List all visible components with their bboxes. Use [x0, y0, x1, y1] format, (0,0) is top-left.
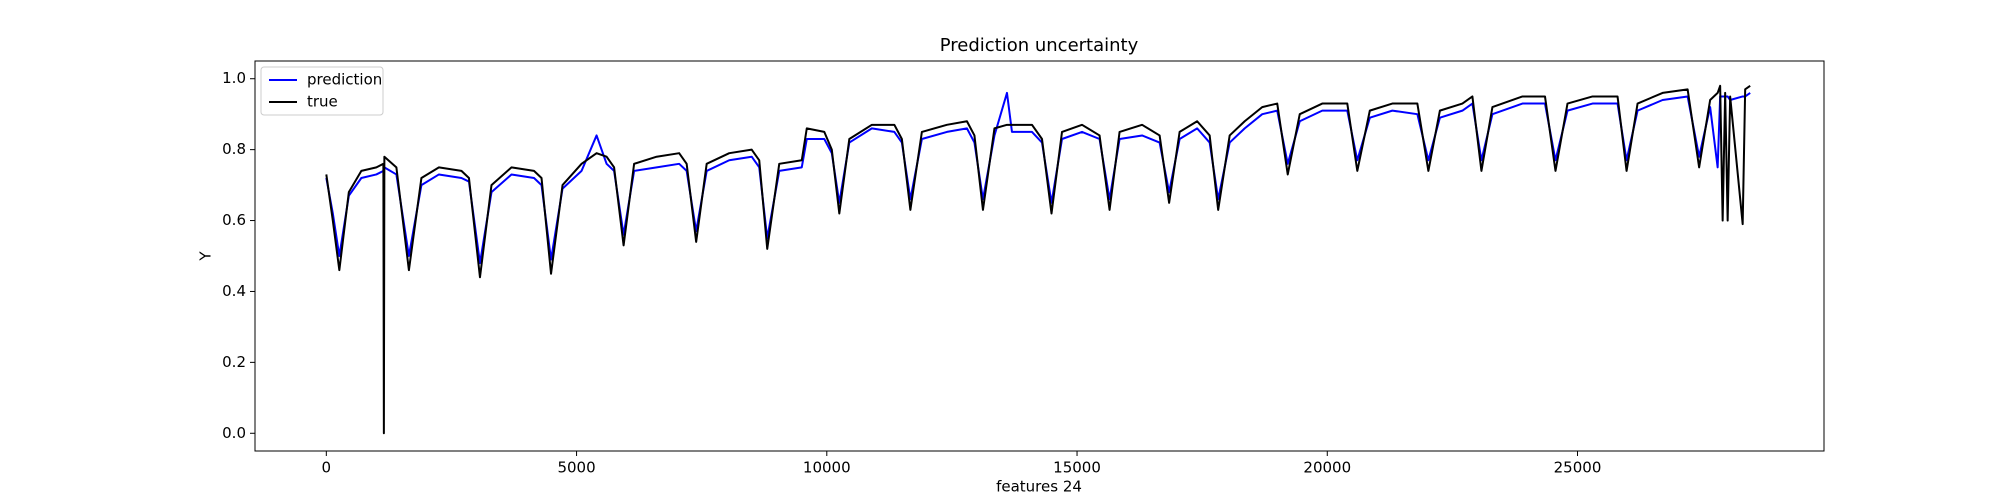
- legend-label: true: [307, 93, 338, 111]
- y-tick-label: 0.4: [222, 282, 246, 300]
- x-tick-label: 10000: [803, 459, 851, 477]
- legend-label: prediction: [307, 71, 382, 89]
- x-tick-label: 15000: [1053, 459, 1101, 477]
- x-axis-label: features 24: [996, 478, 1082, 496]
- plot-frame: [254, 60, 1825, 452]
- y-tick-label: 0.0: [222, 424, 246, 442]
- x-tick-label: 20000: [1303, 459, 1351, 477]
- x-tick-label: 5000: [557, 459, 595, 477]
- y-axis-label: Y: [197, 251, 215, 262]
- series-line: [325, 84, 1751, 435]
- y-tick-label: 0.2: [222, 353, 246, 371]
- y-tick-label: 0.6: [222, 211, 246, 229]
- y-tick-label: 1.0: [222, 69, 246, 87]
- y-tick-label: 0.8: [222, 140, 246, 158]
- chart-title: Prediction uncertainty: [940, 35, 1139, 56]
- x-tick-label: 25000: [1554, 459, 1602, 477]
- series-line: [325, 91, 1751, 265]
- x-tick-label: 0: [322, 459, 332, 477]
